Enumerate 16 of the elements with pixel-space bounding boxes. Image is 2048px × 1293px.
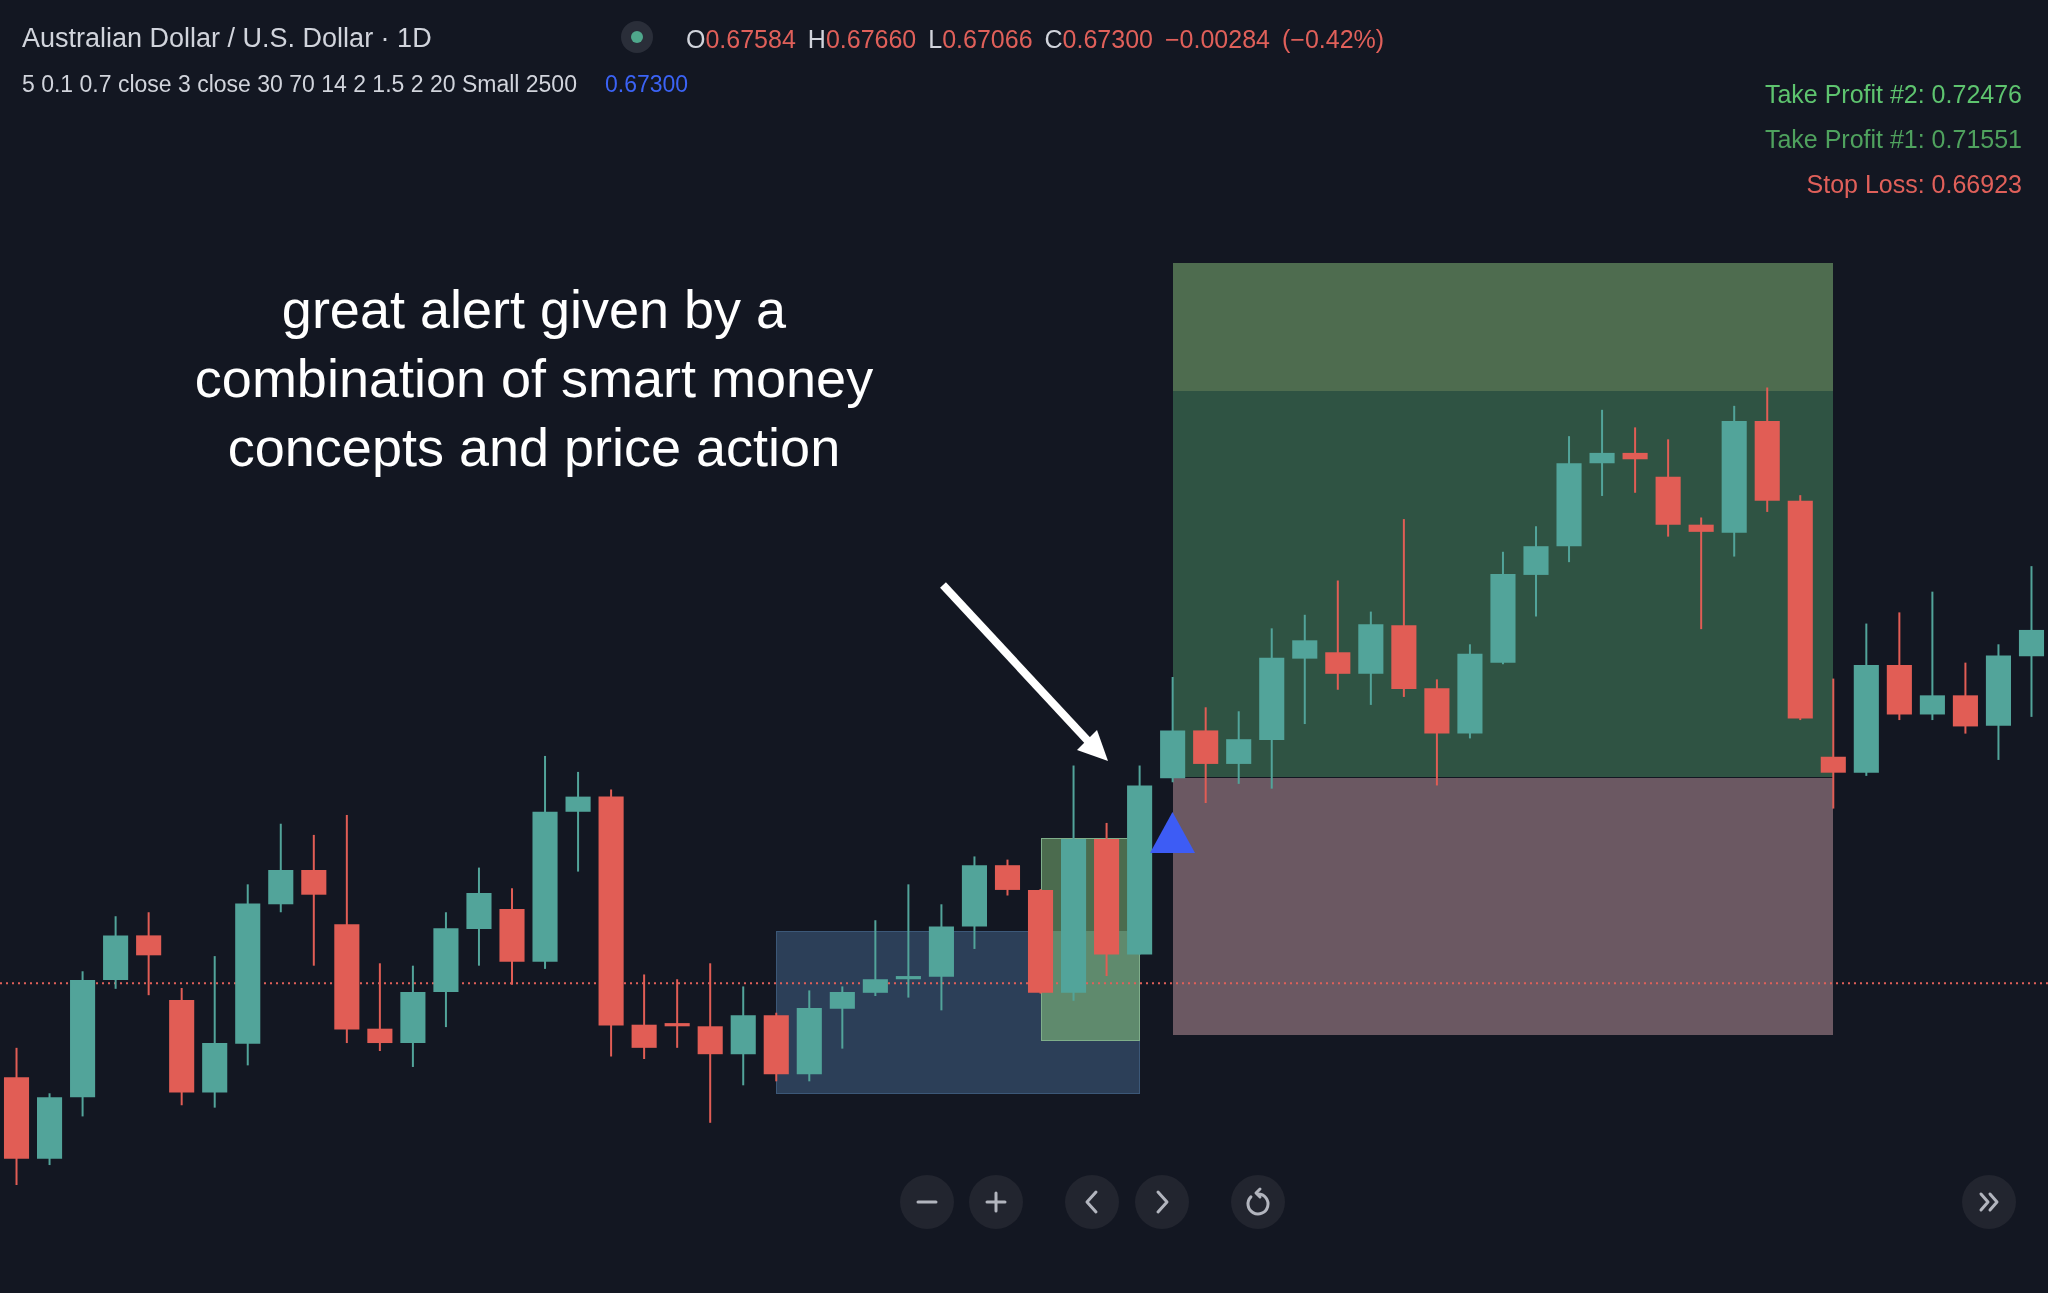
annotation: great alert given by a combination of smart money concepts and price action [193,278,875,479]
text: Take Profit #2: 0.72476 [1764,79,2022,109]
text: Take Profit #1: 0.71551 [1764,124,2022,154]
candlestick [862,919,888,997]
candlestick [565,770,591,873]
text: 0.67300 [604,71,689,97]
text: 5 0.1 0.7 close 3 close 30 70 14 2 1.5 2 20 Small 2500 [22,71,577,97]
candlestick [1919,590,1945,722]
text: O0.67584 H0.67660 L0.67066 C0.67300 −0.00284 (−0.42%) [686,25,1385,53]
candlestick [1820,677,1846,810]
candlestick [1622,426,1648,494]
candlestick [1589,408,1615,497]
text: Stop Loss: 0.66923 [1806,169,2022,199]
candlestick [1688,516,1714,631]
candlestick [895,883,921,999]
chart-title: Australian Dollar / U.S. Dollar · 1D [22,22,432,54]
